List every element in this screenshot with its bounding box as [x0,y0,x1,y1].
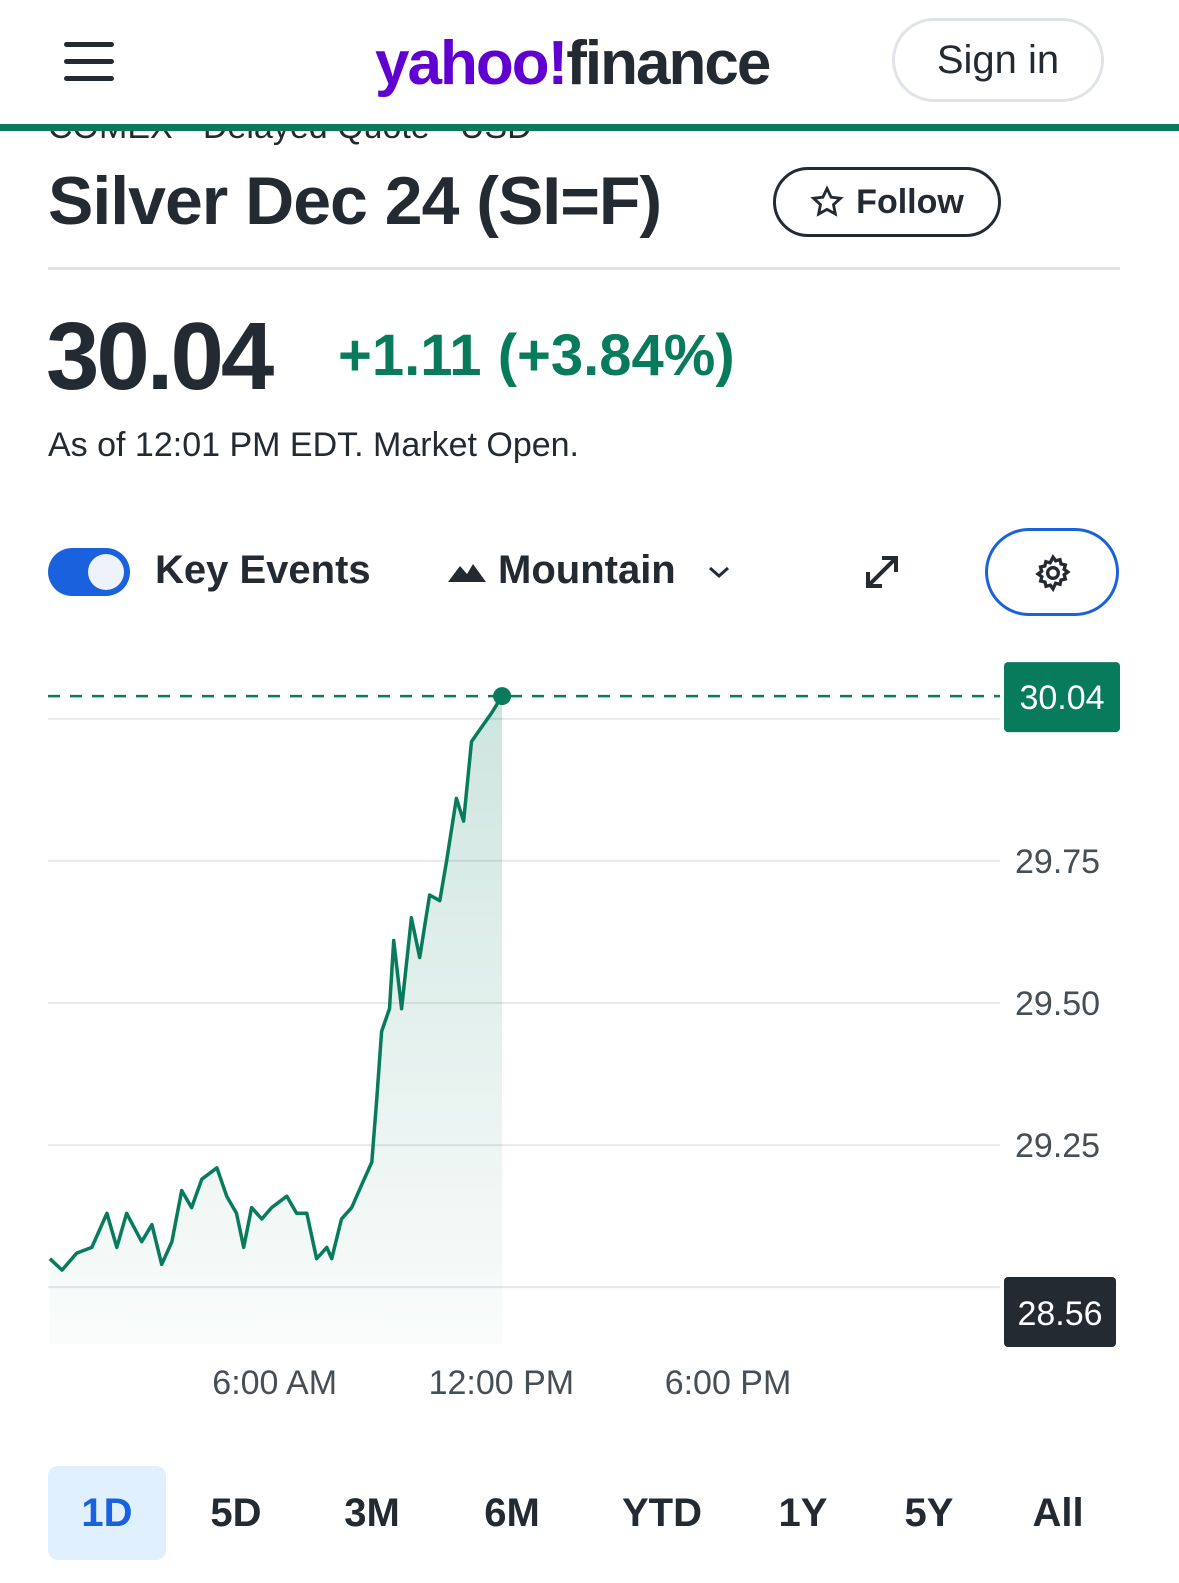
x-tick-label: 6:00 AM [212,1364,337,1402]
range-button[interactable]: 5Y [904,1490,954,1535]
separator [48,267,1120,270]
price: 30.04 [46,303,274,410]
change: +1.11 (+3.84%) [338,322,735,389]
star-icon [810,185,844,217]
settings-button[interactable] [985,528,1119,616]
y-tick-label: 29.50 [1015,985,1100,1023]
gear-icon [1035,553,1071,593]
key-events-toggle[interactable] [48,548,130,596]
range-button[interactable]: 1D [48,1466,166,1560]
sign-in-button[interactable]: Sign in [892,18,1104,102]
low-badge [1004,1277,1116,1347]
as-of: As of 12:01 PM EDT. Market Open. [48,426,580,464]
range-button[interactable]: YTD [622,1490,702,1535]
logo-finance: finance [566,29,771,98]
menu-button[interactable] [64,42,114,93]
follow-label: Follow [856,182,964,221]
logo-yahoo: yahoo! [375,29,568,98]
range-button[interactable]: 5D [210,1490,262,1535]
follow-button[interactable]: Follow [773,167,1001,237]
chart-style-select[interactable]: Mountain [498,548,676,592]
low-badge-label: 28.56 [1017,1295,1102,1333]
y-tick-label: 29.25 [1015,1127,1100,1165]
range-button[interactable]: 6M [484,1490,540,1535]
last-price-badge [1004,662,1120,733]
change-abs: +1.11 [338,323,482,388]
logo[interactable]: yahoo!finance [375,28,771,99]
header: yahoo!finance Sign in [0,0,1179,131]
range-button[interactable]: 1Y [778,1490,828,1535]
y-tick-label: 29.75 [1015,843,1100,881]
area [49,696,503,1344]
expand-button[interactable] [862,552,902,592]
range-button[interactable]: 3M [344,1490,400,1535]
chart: 29.25 29.50 29.75 6:00 AM 12:00 PM 6:00 PM 30.… [48,662,1120,1402]
range-button[interactable]: All [1032,1490,1084,1535]
mountain-icon [448,564,486,582]
last-point [493,687,512,706]
last-price-label: 30.04 [1019,679,1104,717]
chevron [709,566,729,579]
change-pct: (+3.84%) [497,323,735,388]
quote-title: Silver Dec 24 (SI=F) [48,163,662,239]
line [48,695,504,1272]
x-tick-label: 6:00 PM [665,1364,792,1402]
key-events-label: Key Events [155,548,371,592]
x-tick-label: 12:00 PM [429,1364,575,1402]
